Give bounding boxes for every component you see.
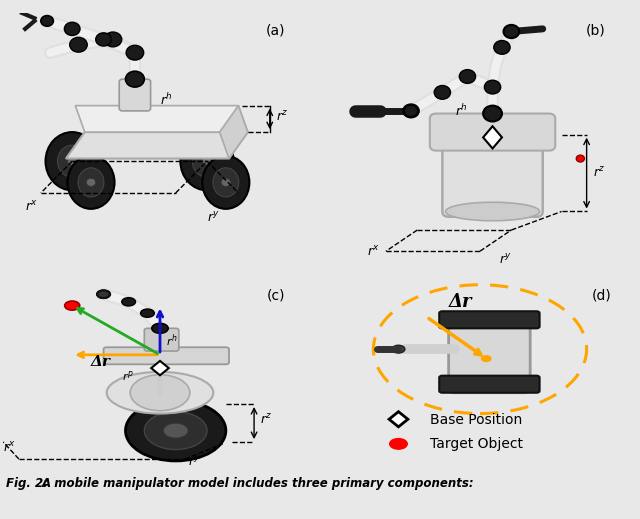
Text: $r^y$: $r^y$ [207, 211, 220, 225]
Circle shape [484, 80, 500, 94]
Circle shape [434, 86, 451, 99]
Polygon shape [66, 132, 248, 158]
Circle shape [65, 301, 80, 310]
Text: Δr: Δr [449, 293, 472, 311]
Text: $r^p$: $r^p$ [122, 369, 134, 383]
Text: $r^x$: $r^x$ [367, 245, 380, 259]
Circle shape [403, 104, 419, 118]
FancyBboxPatch shape [145, 329, 179, 351]
Text: $r^h$: $r^h$ [160, 92, 173, 108]
Circle shape [460, 70, 476, 84]
Ellipse shape [180, 132, 234, 190]
Circle shape [65, 22, 80, 35]
Circle shape [152, 323, 168, 333]
Circle shape [41, 16, 53, 26]
Text: A mobile manipulator model includes three primary components:: A mobile manipulator model includes thre… [42, 477, 474, 490]
Ellipse shape [67, 156, 115, 209]
Text: $r^x$: $r^x$ [25, 200, 38, 214]
Circle shape [67, 157, 77, 165]
Circle shape [504, 25, 519, 38]
Circle shape [141, 309, 154, 317]
Text: $r^x$: $r^x$ [3, 441, 16, 455]
Text: $r^z$: $r^z$ [593, 166, 605, 180]
Circle shape [86, 179, 96, 186]
Polygon shape [76, 105, 248, 132]
Text: Δr: Δr [91, 355, 111, 369]
Text: Base Position: Base Position [430, 413, 522, 427]
FancyBboxPatch shape [439, 376, 540, 393]
Circle shape [576, 155, 584, 162]
Ellipse shape [202, 156, 250, 209]
FancyBboxPatch shape [442, 132, 543, 217]
Circle shape [404, 105, 418, 117]
Text: (b): (b) [586, 23, 605, 37]
Text: (d): (d) [592, 289, 612, 303]
Ellipse shape [445, 202, 540, 221]
Circle shape [390, 439, 407, 449]
FancyBboxPatch shape [119, 79, 150, 111]
FancyBboxPatch shape [104, 347, 229, 364]
Circle shape [130, 375, 190, 411]
Circle shape [70, 37, 87, 52]
Circle shape [96, 33, 111, 46]
Circle shape [494, 40, 510, 54]
Text: (c): (c) [267, 289, 285, 303]
FancyBboxPatch shape [430, 114, 556, 151]
Polygon shape [220, 105, 248, 158]
FancyBboxPatch shape [449, 317, 530, 393]
Polygon shape [389, 412, 408, 427]
Text: $r^y$: $r^y$ [188, 455, 202, 469]
Circle shape [104, 32, 122, 47]
Ellipse shape [78, 168, 104, 197]
Text: (a): (a) [266, 23, 285, 37]
Circle shape [125, 71, 145, 87]
Text: $r^z$: $r^z$ [276, 110, 289, 124]
Circle shape [221, 179, 230, 186]
Ellipse shape [213, 168, 239, 197]
Polygon shape [151, 361, 169, 375]
Text: $r^y$: $r^y$ [499, 253, 512, 267]
Circle shape [163, 423, 188, 438]
Circle shape [481, 356, 491, 361]
Circle shape [145, 412, 207, 449]
Text: $r^h$: $r^h$ [455, 103, 468, 119]
Text: Fig. 2:: Fig. 2: [6, 477, 48, 490]
Circle shape [125, 400, 226, 461]
Circle shape [122, 297, 136, 306]
Ellipse shape [107, 372, 213, 414]
Text: $r^z$: $r^z$ [260, 413, 273, 427]
Circle shape [392, 345, 404, 353]
Ellipse shape [58, 145, 87, 177]
Circle shape [202, 157, 212, 165]
Ellipse shape [445, 124, 540, 145]
Text: $r^h$: $r^h$ [166, 333, 178, 349]
Circle shape [483, 105, 502, 121]
Ellipse shape [193, 145, 221, 177]
Circle shape [97, 290, 111, 298]
Polygon shape [483, 126, 502, 148]
FancyBboxPatch shape [439, 311, 540, 329]
Ellipse shape [45, 132, 99, 190]
Circle shape [126, 45, 144, 60]
Text: Target Object: Target Object [430, 437, 523, 451]
Circle shape [97, 291, 110, 298]
